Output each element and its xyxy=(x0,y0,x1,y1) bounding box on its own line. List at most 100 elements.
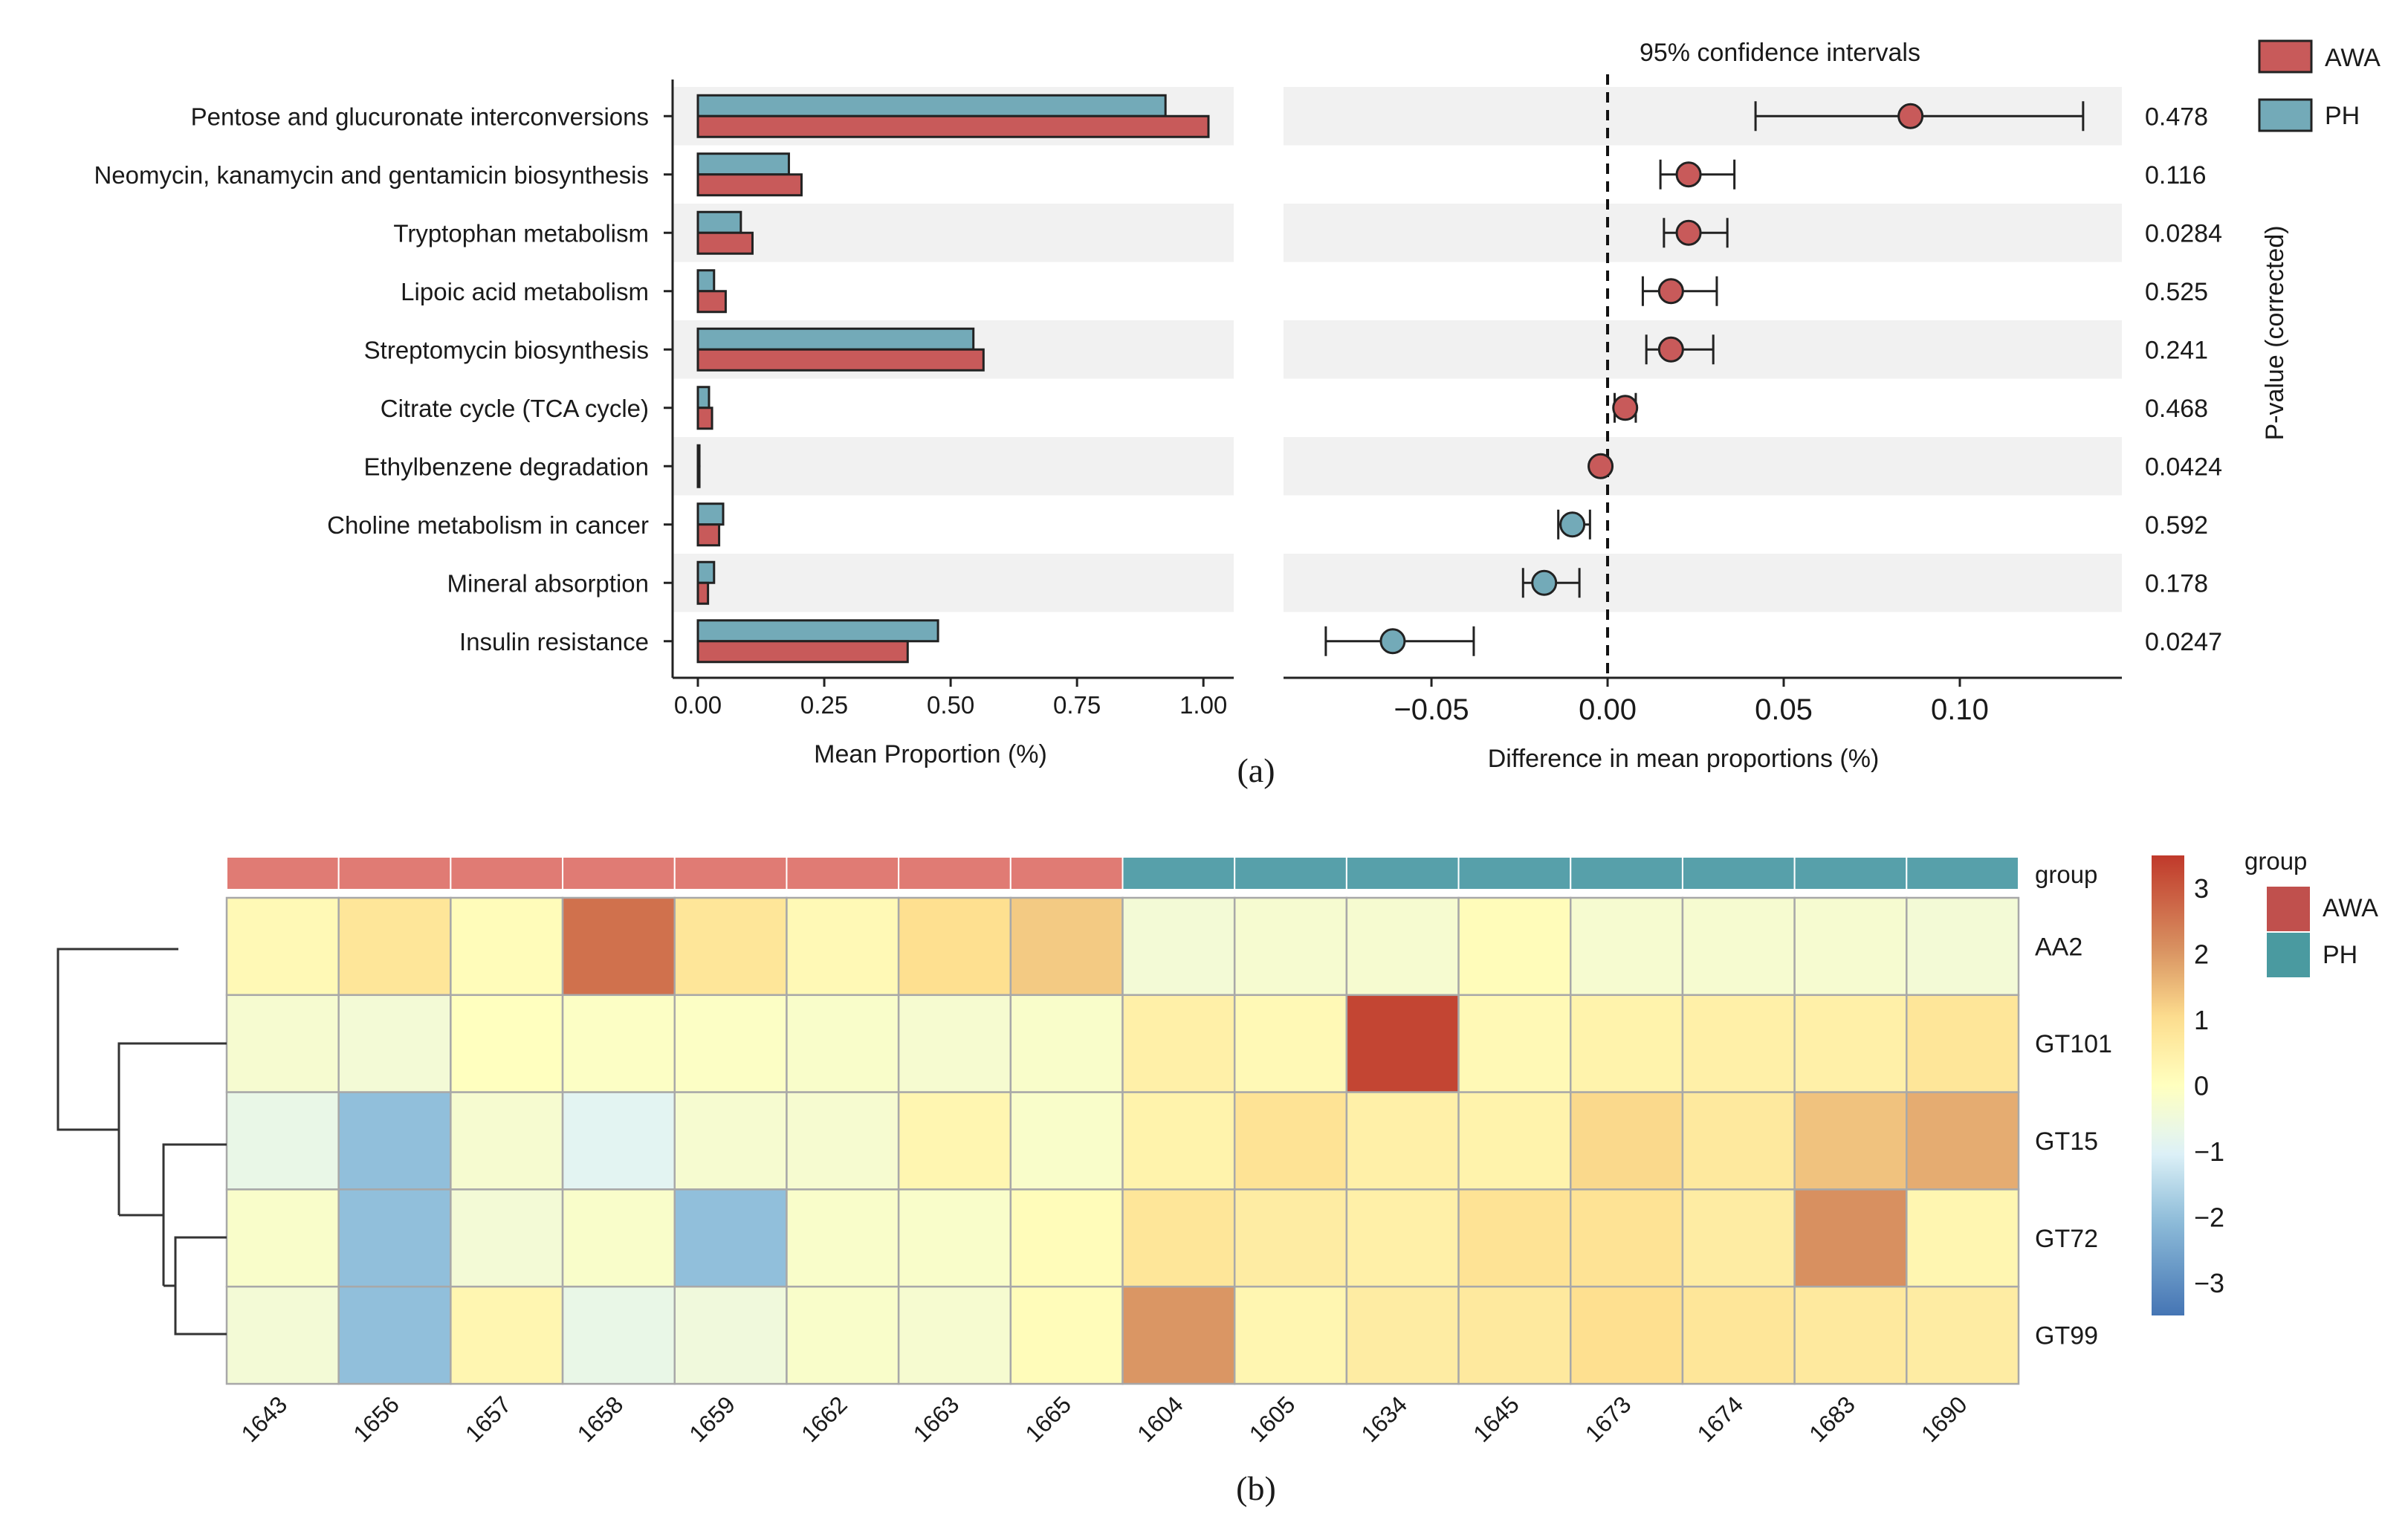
heatmap-cell xyxy=(561,1188,676,1288)
heatmap-cell xyxy=(786,1091,900,1191)
row-label: GT101 xyxy=(2035,1030,2112,1058)
heatmap-cell xyxy=(1570,1188,1684,1288)
column-label: 1656 xyxy=(348,1391,404,1447)
row-band xyxy=(673,204,1234,262)
heatmap-cell xyxy=(1793,1091,1908,1191)
group-annotation-cell xyxy=(450,856,564,890)
category-label: Citrate cycle (TCA cycle) xyxy=(381,395,649,422)
column-label: 1658 xyxy=(572,1391,629,1447)
x-tick-label: 1.00 xyxy=(1179,691,1227,719)
ci-point-ph xyxy=(1559,511,1586,538)
bar-awa xyxy=(696,114,1210,138)
group-annotation-cell xyxy=(562,856,676,890)
heatmap-cell xyxy=(561,1091,676,1191)
colorbar-tick-label: 0 xyxy=(2194,1071,2209,1101)
category-label: Mineral absorption xyxy=(447,569,649,597)
x-tick-label: 0.10 xyxy=(1931,693,1989,726)
group-legend-label-awa: AWA xyxy=(2323,894,2378,922)
ci-point-awa xyxy=(1675,161,1702,188)
row-band xyxy=(1284,554,2122,612)
category-label: Pentose and glucuronate interconversions xyxy=(191,103,649,130)
column-label: 1604 xyxy=(1132,1391,1188,1447)
group-legend-label-ph: PH xyxy=(2323,941,2357,969)
group-annotation-cell xyxy=(673,856,788,890)
xlabel-mean-proportion: Mean Proportion (%) xyxy=(814,740,1047,768)
colorbar-tick-label: −3 xyxy=(2194,1268,2224,1298)
heatmap-cell xyxy=(1457,994,1572,1093)
heatmap-cell xyxy=(897,994,1012,1093)
p-value-label: 0.478 xyxy=(2145,103,2208,131)
heatmap-cell xyxy=(561,1285,676,1385)
dendrogram-branch-1 xyxy=(117,1042,227,1215)
heatmap-cell xyxy=(1906,994,2020,1093)
bar-chart-axis-title: Mean Proportion (%) xyxy=(814,740,1047,768)
group-legend-title: group xyxy=(2244,847,2307,875)
ci-point-awa xyxy=(1612,395,1639,421)
heatmap: group AA2 GT101 GT15 GT72 GT99 1643 1656 1657 165… xyxy=(225,847,2378,1447)
column-label: 1662 xyxy=(796,1391,852,1447)
heatmap-cell xyxy=(337,1285,452,1385)
heatmap-cell xyxy=(225,896,340,997)
heatmap-cell xyxy=(1906,896,2020,997)
heatmap-cell xyxy=(1681,1285,1796,1385)
p-value-label: 0.525 xyxy=(2145,278,2208,306)
bar-ph xyxy=(696,152,790,176)
heatmap-cell xyxy=(1009,1188,1124,1288)
xlabel-difference: Difference in mean proportions (%) xyxy=(1488,745,1880,773)
heatmap-cell xyxy=(337,994,452,1093)
heatmap-cell xyxy=(561,896,676,997)
column-label: 1659 xyxy=(684,1391,740,1447)
bar-ph xyxy=(696,386,711,410)
category-label: Tryptophan metabolism xyxy=(393,219,649,247)
heatmap-cell xyxy=(673,1091,788,1191)
colorbar-tick-label: −1 xyxy=(2194,1136,2224,1167)
group-annotation-cell xyxy=(786,856,900,890)
heatmap-cell xyxy=(1233,994,1348,1093)
group-annotation-cell xyxy=(1457,856,1572,890)
legend-label-ph: PH xyxy=(2325,102,2360,130)
group-legend-swatch-awa xyxy=(2267,887,2310,931)
heatmap-cell xyxy=(450,896,564,997)
row-label: GT15 xyxy=(2035,1127,2098,1156)
row-band xyxy=(673,554,1234,612)
heatmap-cell xyxy=(1570,1285,1684,1385)
legend-swatch-awa xyxy=(2258,39,2313,74)
dendrogram-branch-2 xyxy=(119,1143,227,1286)
bar-ph xyxy=(696,444,701,467)
heatmap-cell xyxy=(1122,1188,1236,1288)
heatmap-cell xyxy=(450,1188,564,1288)
column-label: 1665 xyxy=(1020,1391,1076,1447)
mean-proportion-bar-chart: Pentose and glucuronate interconversions… xyxy=(94,80,1234,719)
group-annotation-cell xyxy=(1122,856,1236,890)
heatmap-cell xyxy=(1233,1091,1348,1191)
group-annotation-cell xyxy=(1570,856,1683,890)
row-band xyxy=(1284,437,2122,496)
heatmap-cell xyxy=(897,1285,1012,1385)
heatmap-cell xyxy=(897,1188,1012,1288)
legend: AWA PH xyxy=(2258,39,2381,132)
ci-point-ph xyxy=(1531,569,1558,596)
heatmap-cell xyxy=(450,1091,564,1191)
pvalue-axis-label: P-value (corrected) xyxy=(2261,225,2289,440)
column-label: 1674 xyxy=(1692,1391,1748,1447)
heatmap-cell xyxy=(673,994,788,1093)
bar-ph xyxy=(696,560,716,584)
heatmap-cell xyxy=(1345,1285,1460,1385)
heatmap-cell xyxy=(786,994,900,1093)
group-annotation-cell xyxy=(226,856,340,890)
heatmap-cell xyxy=(1009,1091,1124,1191)
heatmap-cell xyxy=(1122,896,1236,997)
bar-awa xyxy=(696,640,909,664)
heatmap-cell xyxy=(1233,1285,1348,1385)
heatmap-cell xyxy=(1681,896,1796,997)
column-label: 1643 xyxy=(236,1391,293,1447)
heatmap-cell xyxy=(1122,1091,1236,1191)
heatmap-cell xyxy=(1793,1285,1908,1385)
ci-point-awa xyxy=(1675,219,1702,246)
colorbar-tick-label: 3 xyxy=(2194,873,2209,904)
heatmap-cell xyxy=(786,1285,900,1385)
bar-ph xyxy=(696,210,742,234)
bar-awa xyxy=(696,173,803,197)
heatmap-cell xyxy=(1457,1188,1572,1288)
